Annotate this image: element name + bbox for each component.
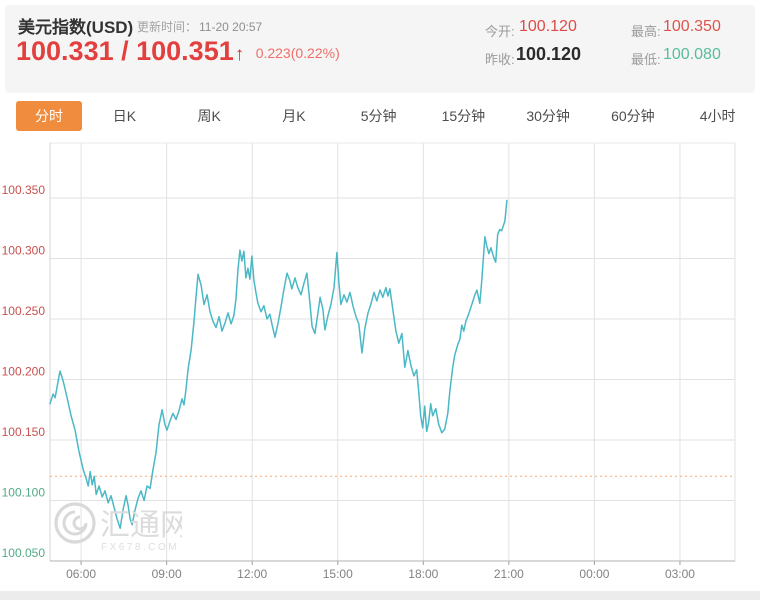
x-axis-label: 00:00 — [579, 567, 609, 581]
y-axis-label: 100.150 — [2, 425, 46, 439]
y-axis-label: 100.050 — [2, 546, 46, 560]
tab-30min[interactable]: 30分钟 — [526, 108, 570, 124]
tab-4hour[interactable]: 4小时 — [699, 108, 736, 124]
tab-weekly-k[interactable]: 周K — [197, 108, 221, 124]
prev-close-value: 100.120 — [516, 44, 582, 64]
x-axis-label: 09:00 — [152, 567, 182, 581]
y-axis-label: 100.200 — [2, 365, 46, 379]
current-price: 100.331 / 100.351↑ 0.223(0.22%) — [16, 36, 340, 67]
tab-60min[interactable]: 60分钟 — [611, 108, 655, 124]
high-label: 最高: — [631, 24, 661, 39]
low-value: 100.080 — [663, 46, 721, 63]
x-axis-label: 06:00 — [66, 567, 96, 581]
price-separator: / — [113, 36, 137, 66]
prev-close-label: 昨收: — [485, 52, 515, 67]
x-axis-label: 18:00 — [408, 567, 438, 581]
tab-monthly-k[interactable]: 月K — [282, 108, 306, 124]
update-time-label: 更新时间： — [137, 20, 198, 34]
tab-intraday[interactable]: 分时 — [16, 101, 82, 131]
y-axis-label: 100.350 — [2, 183, 46, 197]
x-axis-label: 21:00 — [494, 567, 524, 581]
price-change: 0.223(0.22%) — [255, 45, 340, 61]
tab-5min[interactable]: 5分钟 — [360, 108, 397, 124]
high-value: 100.350 — [663, 18, 721, 35]
y-axis-label: 100.300 — [2, 244, 46, 258]
y-axis-label: 100.250 — [2, 304, 46, 318]
bid-price: 100.331 — [16, 36, 114, 66]
instrument-title: 美元指数(USD) — [18, 18, 134, 37]
tab-15min[interactable]: 15分钟 — [441, 108, 486, 124]
price-line — [49, 199, 508, 530]
tab-daily-k[interactable]: 日K — [112, 108, 137, 124]
open-value: 100.120 — [519, 18, 577, 35]
intraday-price-chart[interactable]: 06:00 09:00 12:00 15:00 18:00 21:00 00:00 03:00… — [0, 140, 760, 600]
x-axis-label: 15:00 — [323, 567, 353, 581]
low-label: 最低: — [631, 52, 661, 67]
x-axis-label: 12:00 — [237, 567, 267, 581]
bottom-divider — [0, 591, 760, 600]
timeframe-tabbar: 分时 日K 周K 月K 5分钟 15分钟 30分钟 60分钟 4小时 — [0, 96, 760, 136]
x-axis-label: 03:00 — [665, 567, 695, 581]
open-label: 今开: — [485, 24, 515, 39]
ask-price: 100.351 — [136, 36, 234, 66]
quote-header: 美元指数(USD) 更新时间： 11-20 20:57 100.331 / 100… — [5, 5, 755, 93]
update-time-value: 11-20 20:57 — [199, 20, 263, 34]
update-time: 更新时间： 11-20 20:57 — [137, 18, 262, 35]
y-axis-label: 100.100 — [2, 486, 46, 500]
up-arrow-icon: ↑ — [234, 44, 245, 65]
